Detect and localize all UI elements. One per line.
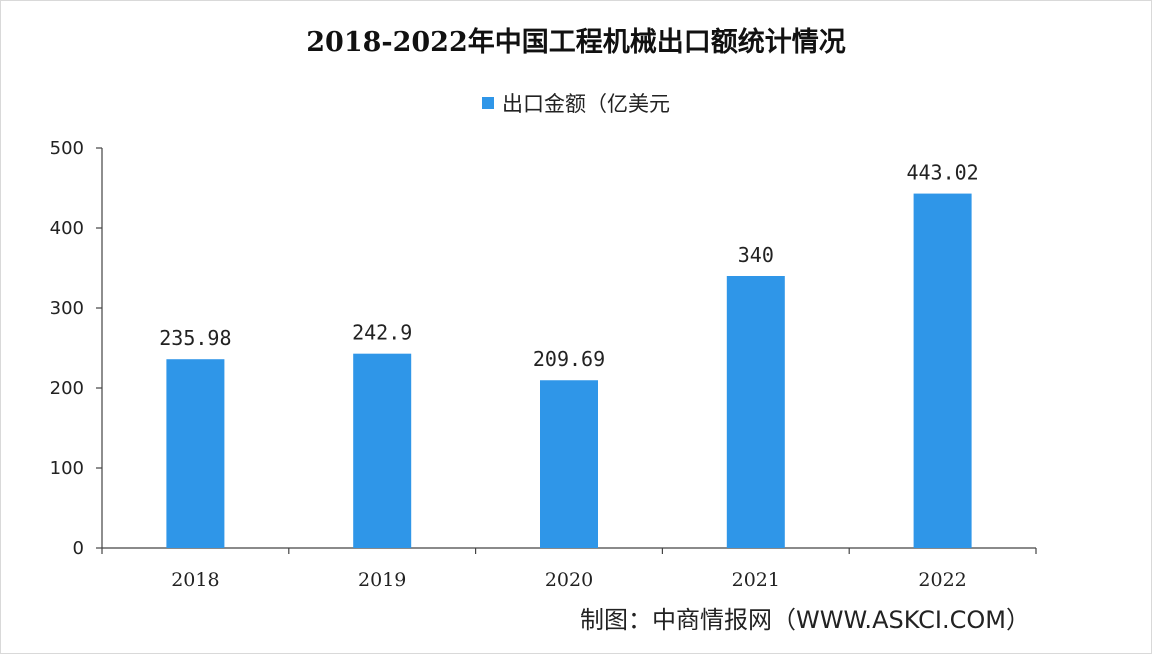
y-tick-label: 0 (73, 538, 84, 559)
bar (353, 353, 412, 548)
legend-label: 出口金额（亿美元 (502, 92, 670, 116)
y-tick-label: 200 (50, 378, 84, 399)
data-label: 235.98 (159, 326, 231, 350)
x-tick-label: 2022 (918, 569, 966, 591)
y-tick-label: 400 (50, 218, 84, 239)
data-label: 242.9 (352, 321, 412, 345)
legend-swatch (482, 97, 494, 109)
x-tick-label: 2021 (732, 569, 780, 591)
y-tick-label: 500 (50, 138, 84, 159)
bar (540, 380, 598, 548)
data-label: 443.02 (906, 161, 978, 185)
data-label: 209.69 (533, 347, 605, 371)
y-tick-label: 100 (50, 458, 84, 479)
x-tick-label: 2018 (171, 569, 219, 591)
chart-title: 2018-2022年中国工程机械出口额统计情况 (306, 27, 846, 58)
bar (913, 193, 972, 549)
legend: 出口金额（亿美元 (0, 88, 1152, 118)
x-tick-label: 2019 (358, 569, 406, 591)
source-note: 制图：中商情报网（WWW.ASKCI.COM） (580, 606, 1030, 634)
y-tick-label: 300 (50, 298, 84, 319)
bar (726, 276, 785, 548)
data-label: 340 (738, 243, 774, 267)
x-tick-label: 2020 (545, 569, 593, 591)
bar (166, 359, 225, 548)
